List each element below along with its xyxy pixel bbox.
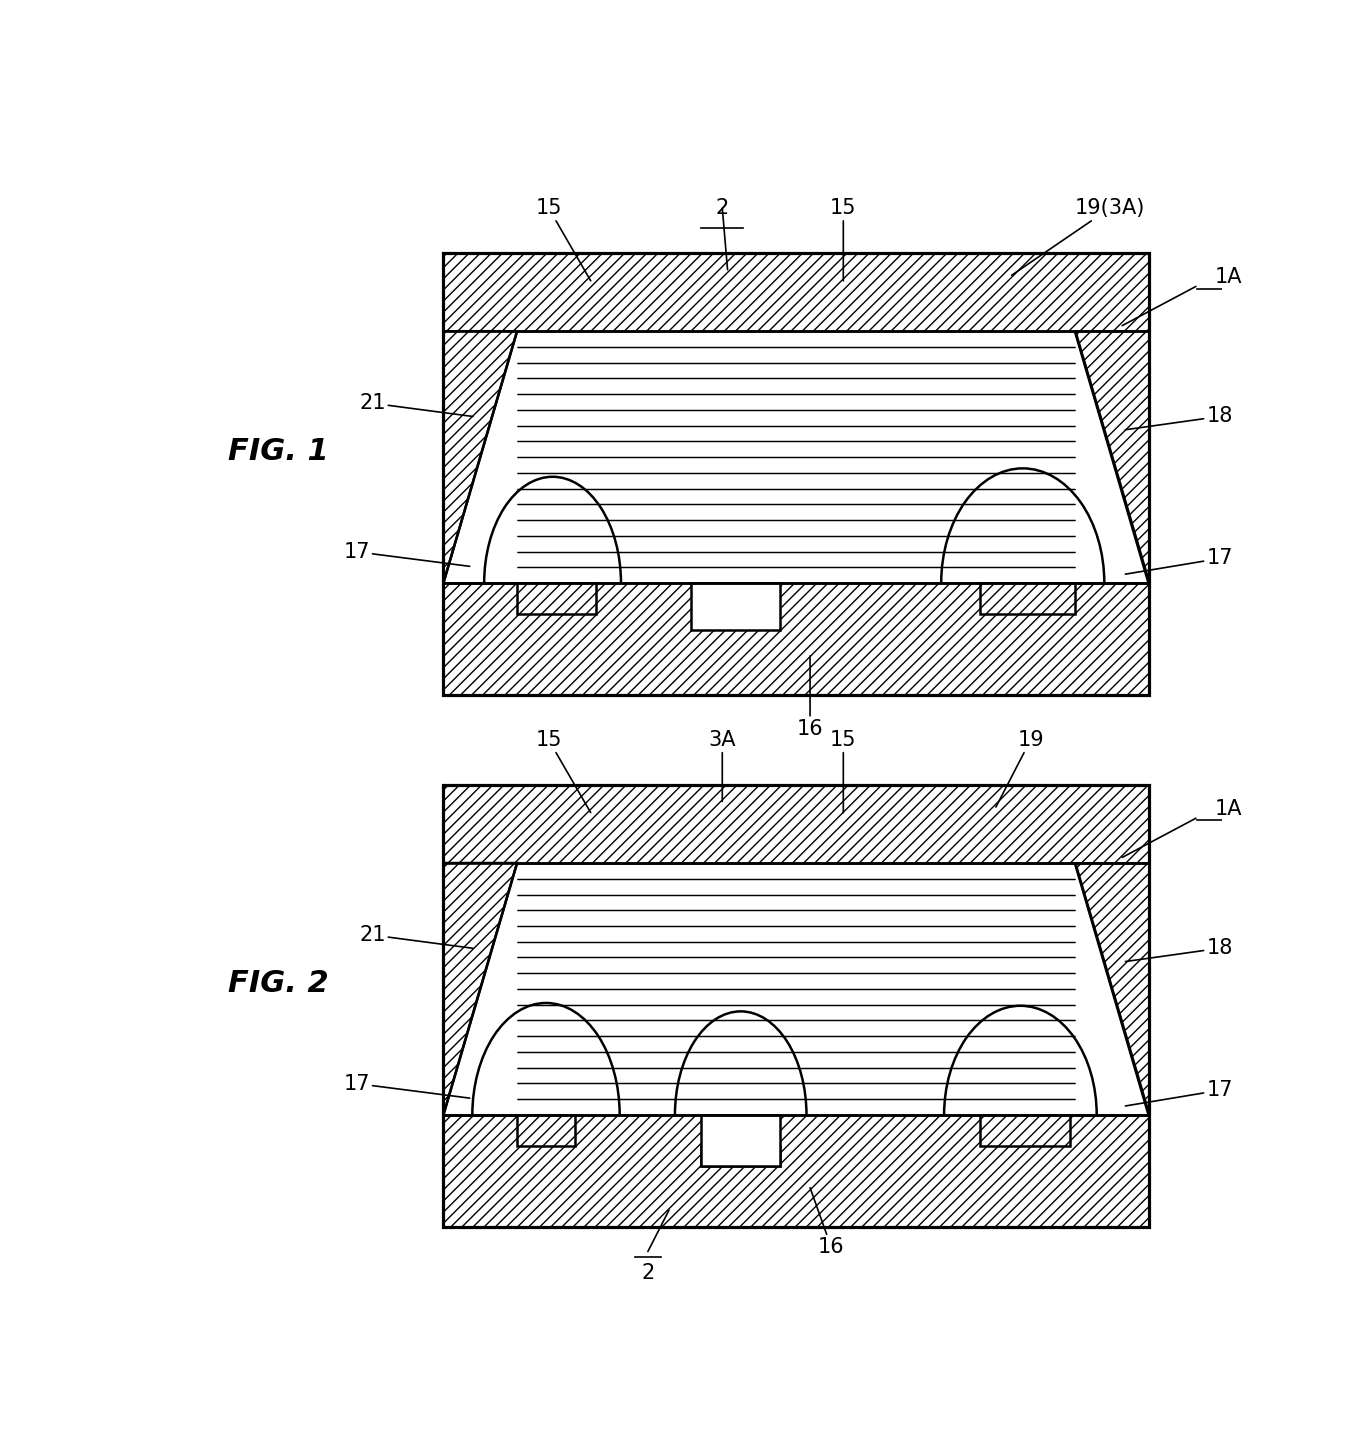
Polygon shape [1076,332,1149,583]
Bar [517,332,1076,583]
Text: 18: 18 [1126,407,1233,430]
Bar [443,785,1149,1227]
Text: 16: 16 [811,1188,845,1258]
Text: 15: 15 [830,198,857,281]
Text: 21: 21 [359,393,473,416]
Text: 15: 15 [535,730,591,813]
Bar [517,583,1076,619]
Bar [443,1115,1149,1227]
Polygon shape [443,332,517,583]
Text: 15: 15 [830,730,857,813]
Text: 2: 2 [716,198,729,218]
Text: 15: 15 [535,198,591,281]
Bar [443,253,1149,695]
Bar [517,1115,1076,1152]
Bar [517,864,1076,1115]
Text: 18: 18 [1126,938,1233,961]
Bar [443,785,1149,1227]
Text: 19: 19 [995,730,1044,807]
Text: 1A: 1A [1215,268,1243,288]
Text: 1A: 1A [1215,800,1243,819]
Text: 17: 17 [344,542,470,567]
Text: FIG. 1: FIG. 1 [228,438,329,467]
Text: 3A: 3A [709,730,736,801]
Text: 17: 17 [1126,548,1233,574]
Polygon shape [443,864,517,1115]
Bar [443,583,1149,695]
Bar [701,1115,779,1166]
Bar [517,583,596,615]
Polygon shape [1076,864,1149,1115]
Text: 17: 17 [1126,1080,1233,1106]
Text: FIG. 2: FIG. 2 [228,970,329,997]
Bar [980,583,1076,615]
Bar [443,253,1149,695]
Bar [980,1115,1070,1146]
Text: 17: 17 [344,1073,470,1098]
Text: 19(3A): 19(3A) [1012,198,1145,275]
Bar [701,1146,779,1166]
Bar [443,253,1149,332]
Bar [691,583,779,630]
Text: 2: 2 [641,1262,655,1282]
Bar [443,785,1149,864]
Text: 16: 16 [797,656,823,739]
Text: 21: 21 [359,925,473,948]
Bar [517,1115,574,1146]
